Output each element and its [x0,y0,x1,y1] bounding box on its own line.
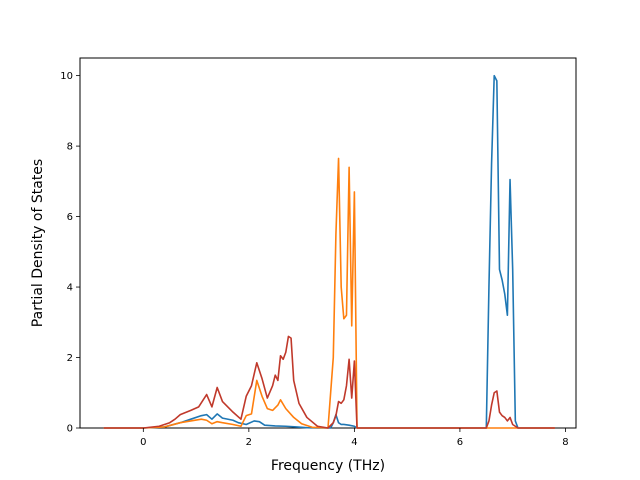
y-tick-label: 2 [67,353,73,364]
x-axis-label: Frequency (THz) [271,458,385,474]
series-line-2 [103,157,555,429]
x-tick-label: 0 [140,437,146,448]
y-tick-label: 4 [67,283,73,294]
x-tick-label: 6 [457,437,463,448]
series-layer [103,74,555,429]
x-tick-label: 8 [562,437,568,448]
series-line-1 [103,74,555,429]
y-axis-ticks: 0 2 4 6 8 10 [60,71,80,435]
plot-area [79,57,577,429]
y-tick-label: 0 [67,424,73,435]
plot-frame [79,57,577,429]
y-tick-label: 8 [67,142,73,153]
x-tick-label: 4 [351,437,357,448]
x-tick-label: 2 [246,437,252,448]
y-tick-label: 10 [60,71,73,82]
series-line-3 [103,335,555,429]
y-axis-label: Partial Density of States [30,159,46,327]
y-tick-label: 6 [67,212,73,223]
x-axis-ticks: 0 2 4 6 8 [140,428,569,448]
